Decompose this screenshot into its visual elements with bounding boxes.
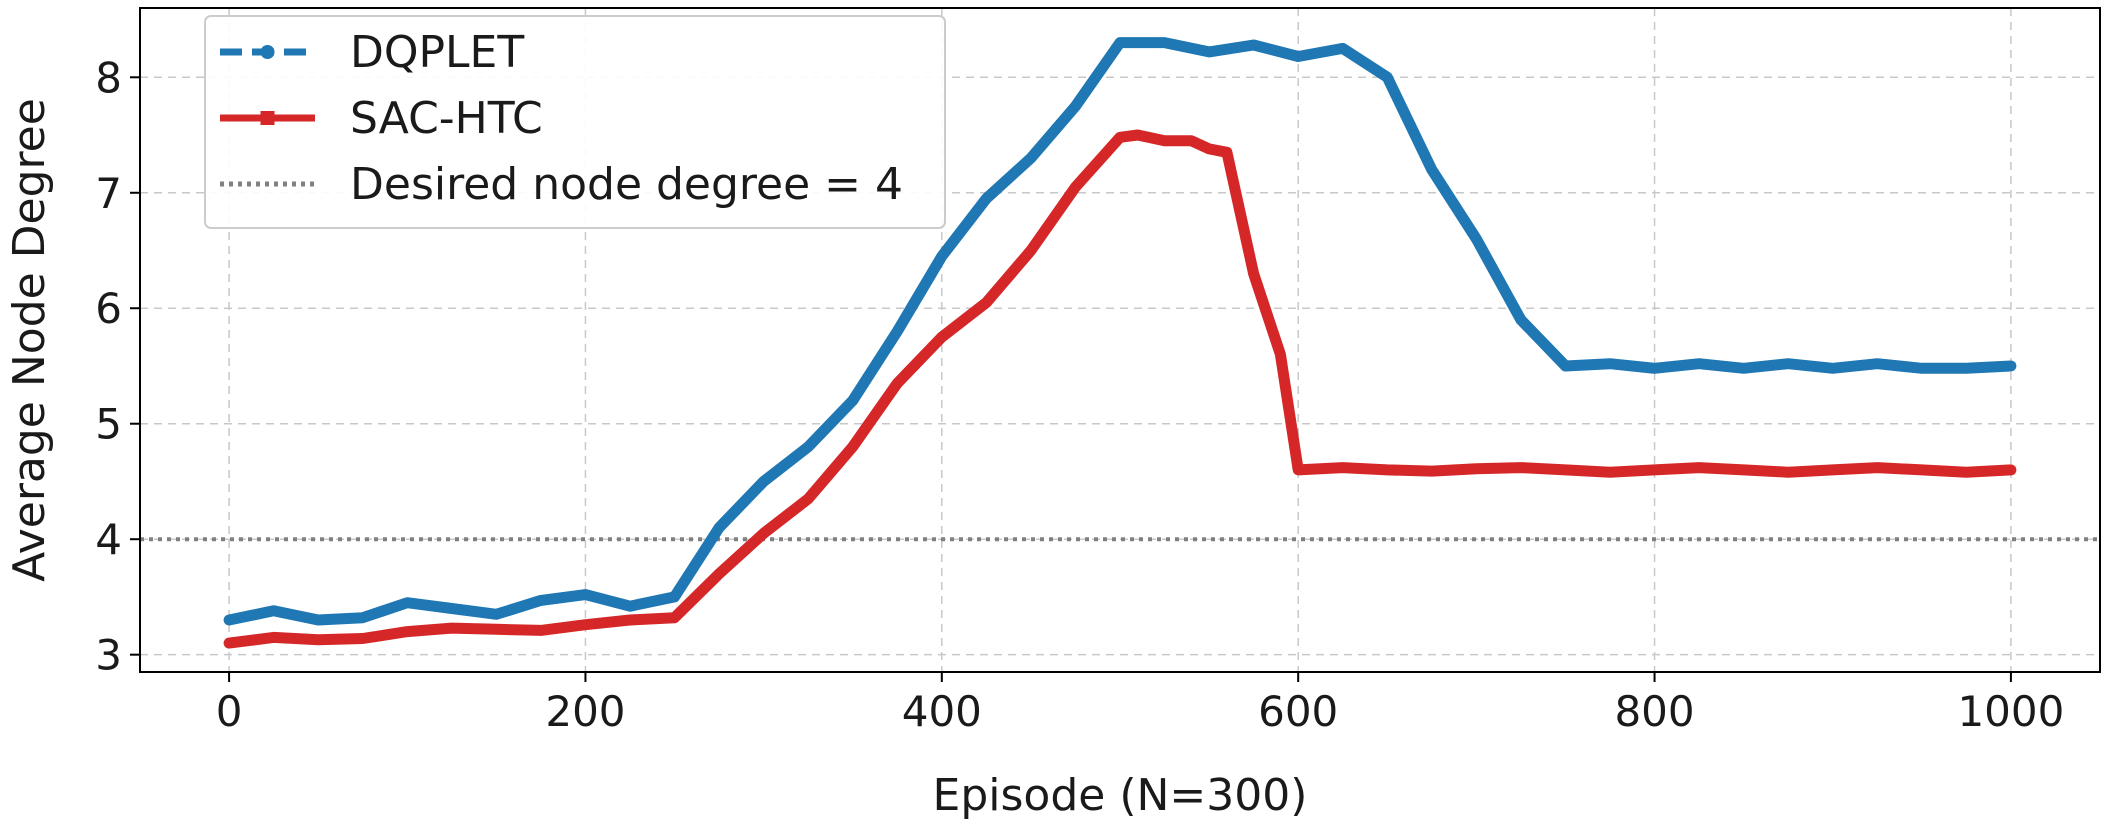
legend-sac-htc-marker bbox=[260, 111, 275, 125]
y-tick-label: 8 bbox=[95, 53, 122, 102]
x-tick-label: 0 bbox=[216, 687, 243, 736]
legend-dqplet-marker bbox=[260, 45, 275, 59]
legend: DQPLET SAC-HTC Desired node degree = 4 bbox=[204, 15, 946, 229]
x-tick-label: 1000 bbox=[1957, 687, 2064, 736]
legend-symbol-dqplet bbox=[220, 45, 315, 59]
y-tick-label: 3 bbox=[95, 631, 122, 680]
x-tick-label: 600 bbox=[1258, 687, 1338, 736]
sac-htc-line bbox=[223, 129, 2017, 649]
legend-box bbox=[204, 15, 946, 229]
x-tick-label: 800 bbox=[1614, 687, 1694, 736]
legend-symbol-sac-htc bbox=[220, 111, 315, 125]
x-tick-label: 400 bbox=[902, 687, 982, 736]
ticks: 0 200 400 600 800 1000 3 4 5 6 7 8 bbox=[95, 53, 2064, 736]
dqplet-line bbox=[223, 37, 2017, 626]
y-tick-label: 5 bbox=[95, 400, 122, 449]
x-axis-label: Episode (N=300) bbox=[933, 770, 1308, 821]
y-tick-label: 7 bbox=[95, 169, 122, 218]
y-axis-label: Average Node Degree bbox=[4, 98, 55, 582]
x-tick-label: 200 bbox=[545, 687, 625, 736]
y-tick-label: 4 bbox=[95, 515, 122, 564]
series-layer bbox=[223, 37, 2017, 649]
legend-label-dqplet: DQPLET bbox=[350, 27, 524, 78]
y-tick-label: 6 bbox=[95, 284, 122, 333]
legend-label-desired-degree: Desired node degree = 4 bbox=[350, 159, 903, 210]
legend-label-sac-htc: SAC-HTC bbox=[350, 93, 543, 144]
plot-frame bbox=[139, 7, 2101, 673]
